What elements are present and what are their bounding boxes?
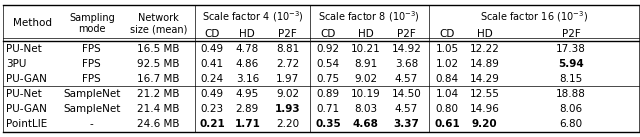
Text: PU-GAN: PU-GAN: [6, 74, 47, 84]
Text: HD: HD: [477, 29, 492, 39]
Text: 8.06: 8.06: [559, 104, 583, 114]
Text: P2F: P2F: [397, 29, 416, 39]
Text: 0.49: 0.49: [200, 44, 224, 54]
Text: 1.02: 1.02: [435, 59, 459, 69]
Text: 21.4 MB: 21.4 MB: [137, 104, 180, 114]
Text: CD: CD: [204, 29, 220, 39]
Text: Sampling
mode: Sampling mode: [69, 13, 115, 34]
Text: 24.6 MB: 24.6 MB: [137, 119, 180, 129]
Text: 0.71: 0.71: [317, 104, 340, 114]
Text: 1.71: 1.71: [234, 119, 260, 129]
Text: 0.80: 0.80: [436, 104, 458, 114]
Text: 0.23: 0.23: [200, 104, 224, 114]
Text: 1.04: 1.04: [435, 89, 459, 99]
Text: -: -: [90, 119, 93, 129]
Text: P2F: P2F: [562, 29, 580, 39]
Text: PointLIE: PointLIE: [6, 119, 47, 129]
Text: 9.02: 9.02: [354, 74, 377, 84]
Text: 1.05: 1.05: [435, 44, 459, 54]
Text: 12.55: 12.55: [470, 89, 499, 99]
Text: Network
size (mean): Network size (mean): [130, 13, 187, 34]
Text: HD: HD: [239, 29, 255, 39]
Text: 4.78: 4.78: [236, 44, 259, 54]
Text: 4.68: 4.68: [353, 119, 378, 129]
Text: 0.61: 0.61: [434, 119, 460, 129]
Text: Scale factor 8 (10$^{-3}$): Scale factor 8 (10$^{-3}$): [318, 9, 420, 24]
Text: 1.97: 1.97: [276, 74, 300, 84]
Text: 21.2 MB: 21.2 MB: [137, 89, 180, 99]
Text: 8.15: 8.15: [559, 74, 583, 84]
Text: 17.38: 17.38: [556, 44, 586, 54]
Text: 3.16: 3.16: [236, 74, 259, 84]
Text: 0.41: 0.41: [200, 59, 224, 69]
Text: CD: CD: [321, 29, 336, 39]
Text: 18.88: 18.88: [556, 89, 586, 99]
Text: 16.5 MB: 16.5 MB: [137, 44, 180, 54]
Text: 4.57: 4.57: [395, 74, 418, 84]
Text: SampleNet: SampleNet: [63, 89, 120, 99]
Text: 4.57: 4.57: [395, 104, 418, 114]
Text: 0.92: 0.92: [317, 44, 340, 54]
Text: 0.54: 0.54: [317, 59, 340, 69]
Text: 10.19: 10.19: [351, 89, 380, 99]
Text: 14.92: 14.92: [392, 44, 421, 54]
Text: PU-Net: PU-Net: [6, 44, 42, 54]
Text: 1.93: 1.93: [275, 104, 301, 114]
Text: 14.29: 14.29: [470, 74, 499, 84]
Text: 6.80: 6.80: [559, 119, 583, 129]
Text: PU-GAN: PU-GAN: [6, 104, 47, 114]
Text: 9.02: 9.02: [276, 89, 300, 99]
Text: CD: CD: [439, 29, 455, 39]
Text: 8.03: 8.03: [354, 104, 377, 114]
Text: 0.75: 0.75: [317, 74, 340, 84]
Text: 2.20: 2.20: [276, 119, 300, 129]
Text: 8.91: 8.91: [354, 59, 377, 69]
Text: 2.89: 2.89: [236, 104, 259, 114]
Text: FPS: FPS: [83, 59, 101, 69]
Text: 3.68: 3.68: [395, 59, 418, 69]
Text: 8.81: 8.81: [276, 44, 300, 54]
Text: 0.24: 0.24: [200, 74, 224, 84]
Text: 14.96: 14.96: [470, 104, 499, 114]
Text: 5.94: 5.94: [558, 59, 584, 69]
Text: 9.20: 9.20: [472, 119, 497, 129]
Text: 10.21: 10.21: [351, 44, 380, 54]
Text: Scale factor 4 (10$^{-3}$): Scale factor 4 (10$^{-3}$): [202, 9, 303, 24]
Text: 0.84: 0.84: [435, 74, 459, 84]
Text: 0.35: 0.35: [316, 119, 341, 129]
Text: 0.89: 0.89: [317, 89, 340, 99]
Text: Method: Method: [13, 18, 52, 28]
Text: 12.22: 12.22: [470, 44, 499, 54]
Text: 14.50: 14.50: [392, 89, 421, 99]
Text: 2.72: 2.72: [276, 59, 300, 69]
Text: HD: HD: [358, 29, 373, 39]
Text: 14.89: 14.89: [470, 59, 499, 69]
Text: 3PU: 3PU: [6, 59, 27, 69]
Text: 16.7 MB: 16.7 MB: [137, 74, 180, 84]
Text: 4.95: 4.95: [236, 89, 259, 99]
Text: PU-Net: PU-Net: [6, 89, 42, 99]
Text: 92.5 MB: 92.5 MB: [137, 59, 180, 69]
Text: Scale factor 16 (10$^{-3}$): Scale factor 16 (10$^{-3}$): [480, 9, 588, 24]
Text: 0.49: 0.49: [200, 89, 224, 99]
Text: SampleNet: SampleNet: [63, 104, 120, 114]
Text: 3.37: 3.37: [394, 119, 419, 129]
Text: 4.86: 4.86: [236, 59, 259, 69]
Text: FPS: FPS: [83, 74, 101, 84]
Text: 0.21: 0.21: [199, 119, 225, 129]
Text: P2F: P2F: [278, 29, 297, 39]
Text: FPS: FPS: [83, 44, 101, 54]
